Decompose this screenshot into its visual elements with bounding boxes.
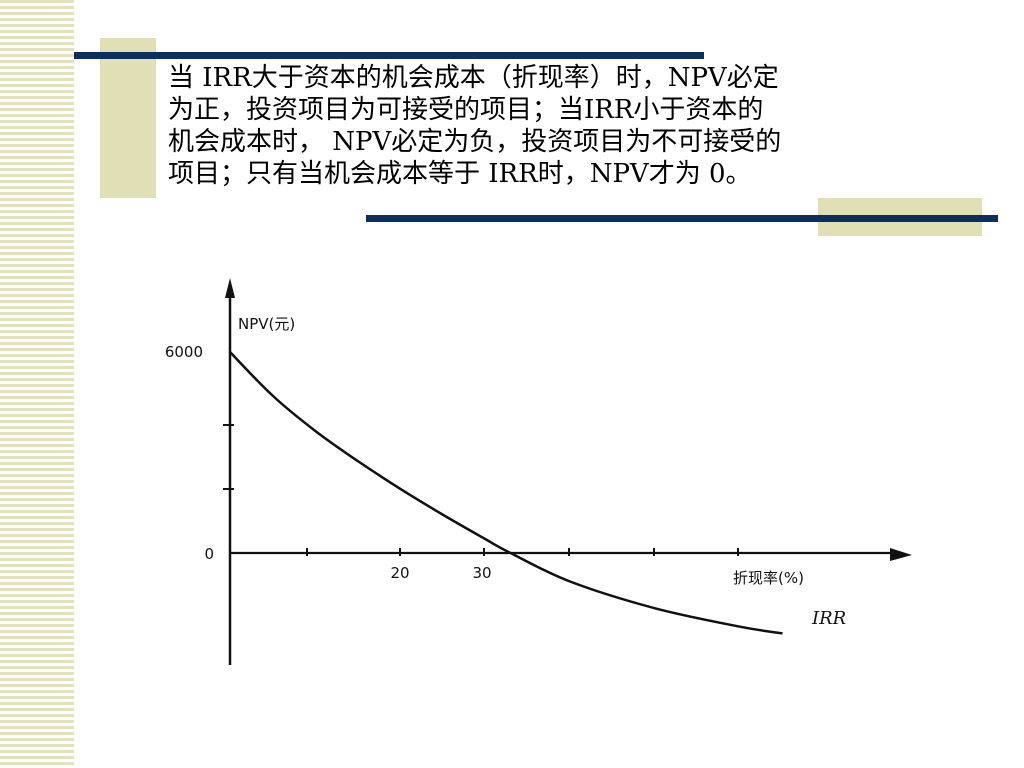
decor-box-top <box>100 38 156 198</box>
y-axis-arrow <box>225 278 235 298</box>
slide-text-line-3: 机会成本时， NPV必定为负，投资项目为不可接受的 <box>168 127 782 157</box>
slide-text: 当 IRR大于资本的机会成本（折现率）时，NPV必定 为正，投资项目为可接受的项… <box>168 62 968 190</box>
x-tick-label-20: 20 <box>390 564 409 582</box>
y-tick-label-0: 0 <box>204 545 214 563</box>
slide-text-line-2: 为正，投资项目为可接受的项目；当IRR小于资本的 <box>168 95 764 125</box>
y-tick-label-6000: 6000 <box>165 343 203 361</box>
x-tick-label-30: 30 <box>472 564 491 582</box>
y-axis-label: NPV(元) <box>238 315 295 333</box>
slide-text-line-1: 当 IRR大于资本的机会成本（折现率）时，NPV必定 <box>168 63 779 93</box>
slide-text-line-4: 项目；只有当机会成本等于 IRR时，NPV才为 0。 <box>168 159 752 189</box>
x-axis-arrow <box>890 548 912 561</box>
decorative-stripes <box>0 0 74 768</box>
decor-line-bottom <box>366 215 998 222</box>
decor-line-top <box>74 52 704 59</box>
x-axis-label: 折现率(%) <box>733 569 804 587</box>
irr-annotation: IRR <box>811 608 846 629</box>
npv-curve <box>229 351 783 635</box>
